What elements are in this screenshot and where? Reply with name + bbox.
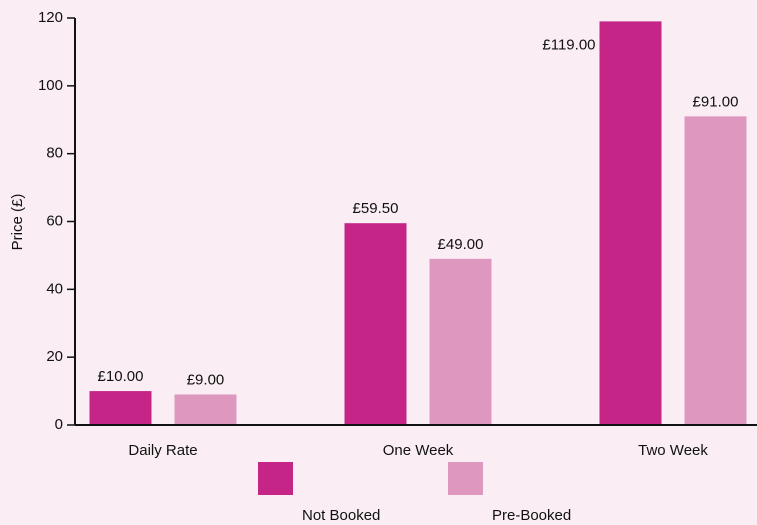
bar (599, 21, 662, 426)
bar (344, 223, 407, 425)
value-label: £49.00 (438, 236, 484, 253)
value-label: £119.00 (542, 36, 595, 53)
bar (429, 258, 492, 425)
y-tick-label: 20 (46, 348, 63, 365)
y-axis-label: Price (£) (9, 194, 26, 251)
y-tick-label: 100 (38, 77, 63, 94)
bar (89, 391, 152, 425)
legend-swatch (258, 462, 293, 495)
y-tick-label: 60 (46, 212, 63, 229)
x-tick-label: One Week (383, 442, 454, 459)
y-tick-label: 80 (46, 145, 63, 162)
x-tick-label: Daily Rate (128, 442, 197, 459)
legend-label: Not Booked (302, 507, 380, 524)
value-label: £91.00 (693, 93, 739, 110)
bar (174, 394, 237, 425)
x-tick-label: Two Week (638, 442, 708, 459)
y-tick-label: 0 (55, 416, 63, 433)
value-label: £59.50 (353, 200, 399, 217)
legend-label: Pre-Booked (492, 507, 571, 524)
value-label: £9.00 (187, 371, 225, 388)
y-tick-label: 40 (46, 280, 63, 297)
legend-swatch (448, 462, 483, 495)
y-tick-label: 120 (38, 9, 63, 26)
value-label: £10.00 (98, 368, 144, 385)
bar (684, 116, 747, 425)
